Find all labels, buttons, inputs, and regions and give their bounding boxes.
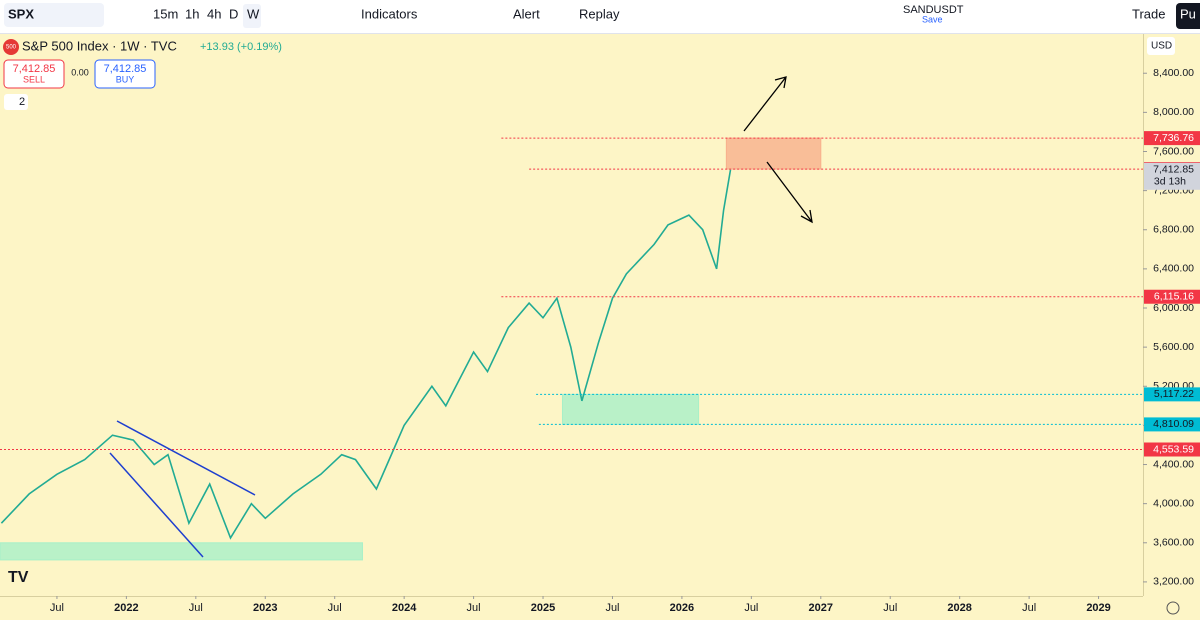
symbol[interactable]: SPX bbox=[8, 6, 34, 21]
y-tick-label: 4,000.00 bbox=[1153, 497, 1194, 509]
arrow-down bbox=[766, 161, 813, 224]
level-tag bbox=[1144, 417, 1200, 432]
y-tick-label: 6,800.00 bbox=[1153, 224, 1194, 236]
buy-label[interactable]: BUY bbox=[116, 74, 135, 84]
level-tag-label: 4,553.59 bbox=[1153, 443, 1194, 455]
level-tag-label: 5,117.22 bbox=[1154, 388, 1194, 400]
x-tick-label: 2026 bbox=[670, 602, 694, 614]
x-tick-label: 2028 bbox=[947, 602, 971, 614]
x-tick-label: Jul bbox=[744, 602, 758, 614]
sell-price[interactable]: 7,412.85 bbox=[13, 63, 56, 75]
price-line bbox=[0, 169, 732, 540]
sell-label[interactable]: SELL bbox=[23, 74, 45, 84]
level-tag bbox=[1144, 387, 1200, 402]
level-tag-label: 7,736.76 bbox=[1153, 132, 1194, 144]
interval[interactable]: 15m bbox=[153, 6, 178, 21]
layout-name[interactable]: SANDUSDT bbox=[903, 4, 964, 16]
x-tick-label: Jul bbox=[189, 602, 203, 614]
x-tick-label: Jul bbox=[605, 602, 619, 614]
symbol-icon-text: 500 bbox=[6, 45, 17, 51]
symbol-icon bbox=[3, 39, 19, 55]
interval[interactable]: W bbox=[247, 6, 260, 21]
spread: 0.00 bbox=[71, 67, 89, 77]
arrow-up bbox=[743, 76, 787, 132]
chart-title: S&P 500 Index · 1W · TVC bbox=[22, 38, 177, 53]
x-tick-label: Jul bbox=[328, 602, 342, 614]
trade-button[interactable]: Trade bbox=[1132, 6, 1165, 21]
y-tick-label: 3,600.00 bbox=[1153, 537, 1194, 549]
x-tick-label: Jul bbox=[1022, 602, 1036, 614]
toolbar bbox=[0, 0, 1200, 33]
interval[interactable]: 4h bbox=[207, 6, 221, 21]
y-tick-label: 6,400.00 bbox=[1153, 263, 1194, 275]
level-tag bbox=[1144, 442, 1200, 457]
level-tag bbox=[1144, 131, 1200, 146]
interval[interactable]: 1h bbox=[185, 6, 199, 21]
interval[interactable]: D bbox=[229, 6, 238, 21]
currency-box[interactable] bbox=[1147, 37, 1175, 55]
zone bbox=[0, 542, 363, 561]
last-price-tag bbox=[1144, 162, 1200, 190]
last-price: 7,412.85 bbox=[1153, 164, 1194, 176]
currency[interactable]: USD bbox=[1151, 41, 1172, 52]
publish-button[interactable] bbox=[1176, 3, 1200, 29]
x-tick-label: 2022 bbox=[114, 602, 138, 614]
level-tag-label: 6,115.16 bbox=[1154, 291, 1194, 303]
publish-label[interactable]: Pu bbox=[1180, 6, 1196, 21]
x-tick-label: 2027 bbox=[809, 602, 833, 614]
indicators-toggle[interactable] bbox=[4, 94, 28, 110]
y-tick-label: 4,400.00 bbox=[1153, 458, 1194, 470]
y-tick-label: 6,000.00 bbox=[1153, 302, 1194, 314]
level-tag bbox=[1144, 289, 1200, 304]
wedge-line bbox=[109, 452, 204, 558]
wedge-line bbox=[116, 420, 256, 496]
indicator-count[interactable]: 2 bbox=[19, 96, 25, 108]
buy-price[interactable]: 7,412.85 bbox=[104, 63, 147, 75]
y-tick-label: 7,600.00 bbox=[1153, 145, 1194, 157]
indicators-button[interactable]: Indicators bbox=[361, 6, 418, 21]
chart-background bbox=[0, 34, 1200, 620]
buy-button[interactable] bbox=[94, 59, 156, 89]
countdown: 3d 13h bbox=[1154, 176, 1186, 188]
x-tick-label: Jul bbox=[50, 602, 64, 614]
y-tick-label: 8,000.00 bbox=[1153, 106, 1194, 118]
x-tick-label: 2024 bbox=[392, 602, 417, 614]
symbol-search[interactable] bbox=[4, 3, 104, 27]
y-tick-label: 5,600.00 bbox=[1153, 341, 1194, 353]
level-tag-label: 4,810.09 bbox=[1153, 418, 1194, 430]
y-tick-label: 8,400.00 bbox=[1153, 67, 1194, 79]
layout-save[interactable]: Save bbox=[922, 14, 943, 24]
x-tick-label: 2023 bbox=[253, 602, 277, 614]
settings-icon[interactable] bbox=[1166, 601, 1180, 615]
zone bbox=[561, 393, 700, 425]
sell-button[interactable] bbox=[3, 59, 65, 89]
replay-button[interactable]: Replay bbox=[579, 6, 620, 21]
x-tick-label: 2025 bbox=[531, 602, 555, 614]
x-tick-label: Jul bbox=[467, 602, 481, 614]
alert-button[interactable]: Alert bbox=[513, 6, 540, 21]
interval-active bbox=[243, 4, 261, 28]
y-tick-label: 3,200.00 bbox=[1153, 576, 1194, 588]
x-tick-label: Jul bbox=[883, 602, 897, 614]
x-tick-label: 2029 bbox=[1086, 602, 1110, 614]
change: +13.93 (+0.19%) bbox=[200, 41, 282, 53]
tv-logo: TV bbox=[8, 569, 29, 586]
zone bbox=[725, 137, 822, 170]
